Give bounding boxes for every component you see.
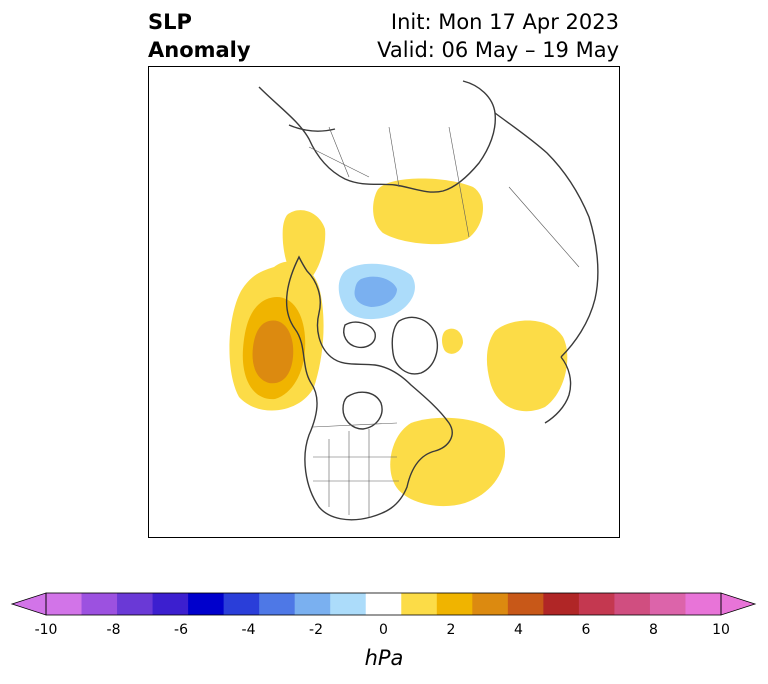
colorbar-cell (294, 593, 331, 615)
anomaly-negative-barents-core (354, 276, 397, 307)
anomaly-positive-canada-lobe (282, 210, 326, 283)
date-info: Init: Mon 17 Apr 2023 Valid: 06 May – 19… (377, 8, 619, 64)
border-europe-3 (388, 126, 400, 188)
colorbar-cell (117, 593, 154, 615)
anomaly-positive-siberia (486, 320, 568, 412)
coast-north-america (285, 255, 453, 521)
border-asia (508, 186, 580, 268)
colorbar-cell (401, 593, 438, 615)
colorbar-tick-label: -8 (106, 622, 121, 638)
border-russia (448, 126, 470, 238)
colorbar-cell (46, 593, 83, 615)
map-title: SLP Anomaly (148, 8, 251, 64)
coastline-layer (258, 80, 599, 521)
colorbar-cell (259, 593, 296, 615)
colorbar-tick-label: 10 (712, 622, 730, 638)
coast-asia (494, 112, 599, 358)
colorbar-tick-label: -10 (34, 622, 58, 638)
colorbar-tick-labels: -10 -8 -6 -4 -2 0 2 4 6 8 10 (0, 622, 768, 642)
init-date: Init: Mon 17 Apr 2023 (390, 10, 619, 34)
valid-range: Valid: 06 May – 19 May (377, 38, 619, 62)
map-panel (148, 66, 620, 538)
coast-greenland (391, 316, 439, 375)
colorbar-tick-label: 8 (649, 622, 658, 638)
colorbar-cell (81, 593, 118, 615)
coast-europe (258, 80, 496, 193)
colorbar-cell (472, 593, 509, 615)
colorbar-cell (436, 593, 473, 615)
colorbar-cell (188, 593, 225, 615)
anomaly-positive-baffin (442, 328, 463, 354)
colorbar-cell (152, 593, 189, 615)
border-europe-1 (308, 146, 370, 178)
title-line-2: Anomaly (148, 38, 251, 62)
colorbar-cell (614, 593, 651, 615)
colorbar-cell (507, 593, 544, 615)
borders-layer (308, 126, 580, 517)
colorbar-cell (543, 593, 580, 615)
anomaly-fill-layer (229, 178, 568, 507)
colorbar-max-extension (720, 592, 757, 616)
coast-kamchatka (544, 356, 572, 424)
anomaly-positive-alaska-3hpa (252, 320, 294, 384)
colorbar-cell (578, 593, 615, 615)
colorbar-tick-label: 4 (514, 622, 523, 638)
colorbar-cell (649, 593, 686, 615)
coast-hudson-bay (342, 391, 383, 430)
colorbar (10, 592, 757, 616)
colorbar-min-extension (10, 592, 47, 616)
colorbar-tick-label: 2 (446, 622, 456, 638)
colorbar-tick-label: 0 (379, 622, 388, 638)
colorbar-units: hPa (364, 646, 404, 670)
border-us-canada (312, 422, 398, 428)
colorbar-tick-label: -2 (309, 622, 323, 638)
coast-mediterranean (288, 124, 336, 132)
colorbar-cell (223, 593, 260, 615)
coast-arctic-islands (343, 321, 376, 349)
title-line-1: SLP (148, 10, 192, 34)
anomaly-positive-scandinavia (373, 178, 484, 245)
colorbar-tick-label: -4 (241, 622, 256, 638)
anomaly-positive-east-us (390, 417, 506, 507)
colorbar-tick-label: -6 (174, 622, 188, 638)
map-canvas (229, 80, 599, 521)
colorbar-tick-label: 6 (581, 622, 591, 638)
colorbar-cell (365, 593, 402, 615)
colorbar-cell (330, 593, 367, 615)
colorbar-cells (46, 593, 722, 615)
border-europe-2 (328, 126, 350, 178)
colorbar-outline (45, 592, 722, 616)
colorbar-cell (685, 593, 722, 615)
